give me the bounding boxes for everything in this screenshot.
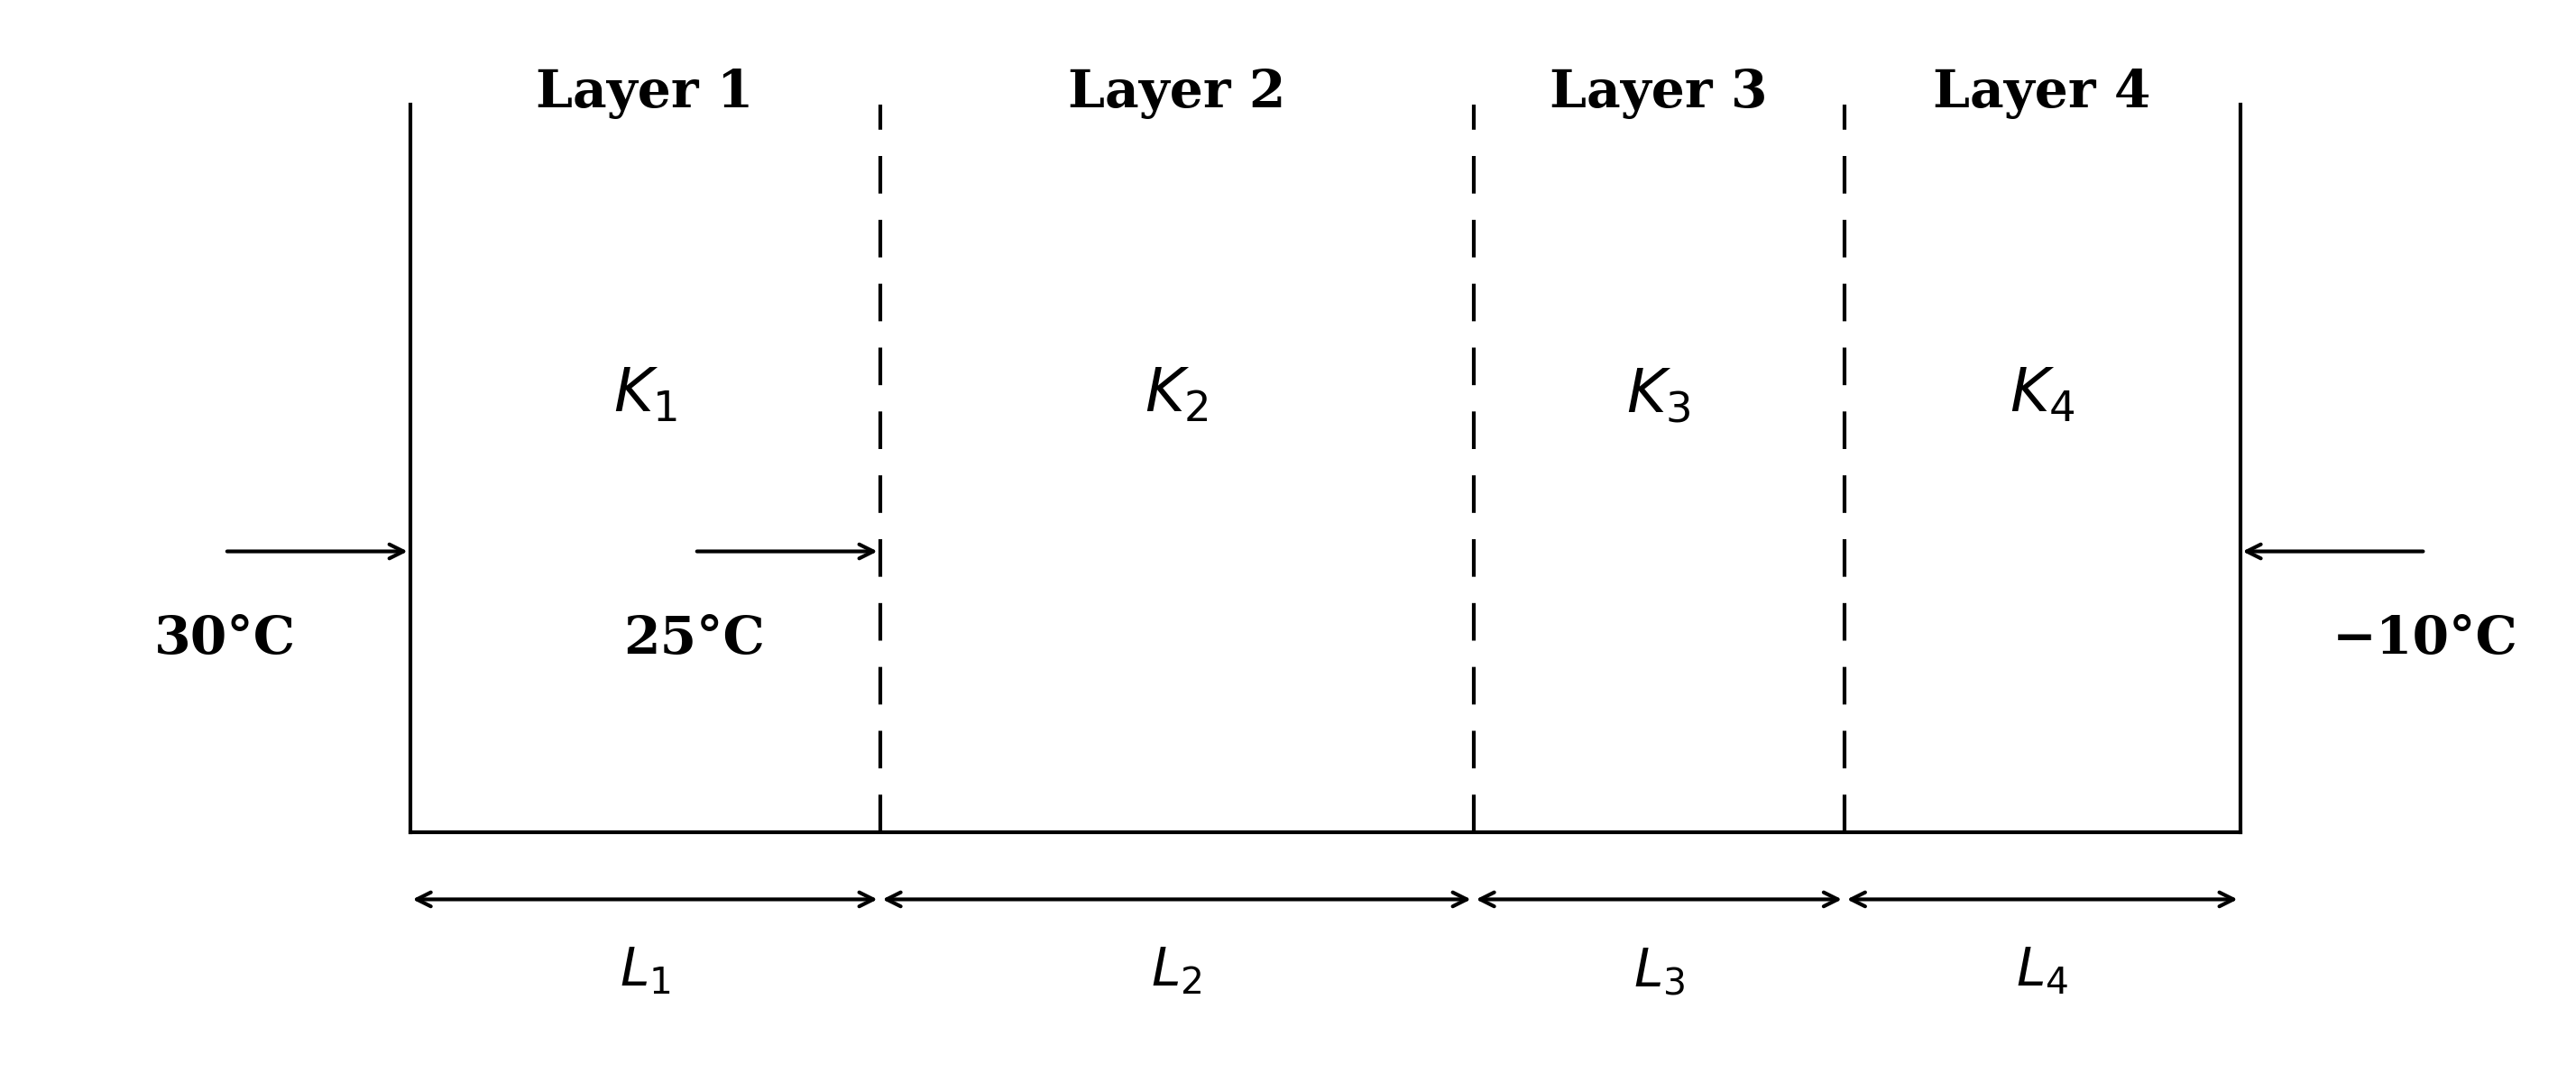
Text: Layer 3: Layer 3 <box>1551 68 1767 119</box>
Text: 25°C: 25°C <box>623 613 765 664</box>
Text: $L_2$: $L_2$ <box>1151 946 1203 998</box>
Text: $K_3$: $K_3$ <box>1625 366 1692 425</box>
Text: $L_3$: $L_3$ <box>1633 946 1685 998</box>
Text: $K_1$: $K_1$ <box>613 366 677 425</box>
Text: $K_4$: $K_4$ <box>2009 366 2076 425</box>
Text: $L_4$: $L_4$ <box>2017 946 2069 998</box>
Text: 30°C: 30°C <box>155 613 296 664</box>
Text: Layer 2: Layer 2 <box>1069 68 1285 119</box>
Text: Layer 4: Layer 4 <box>1935 68 2151 119</box>
Text: $K_2$: $K_2$ <box>1144 366 1208 425</box>
Text: −10°C: −10°C <box>2334 613 2519 664</box>
Text: $L_1$: $L_1$ <box>618 946 670 998</box>
Text: Layer 1: Layer 1 <box>536 68 755 119</box>
